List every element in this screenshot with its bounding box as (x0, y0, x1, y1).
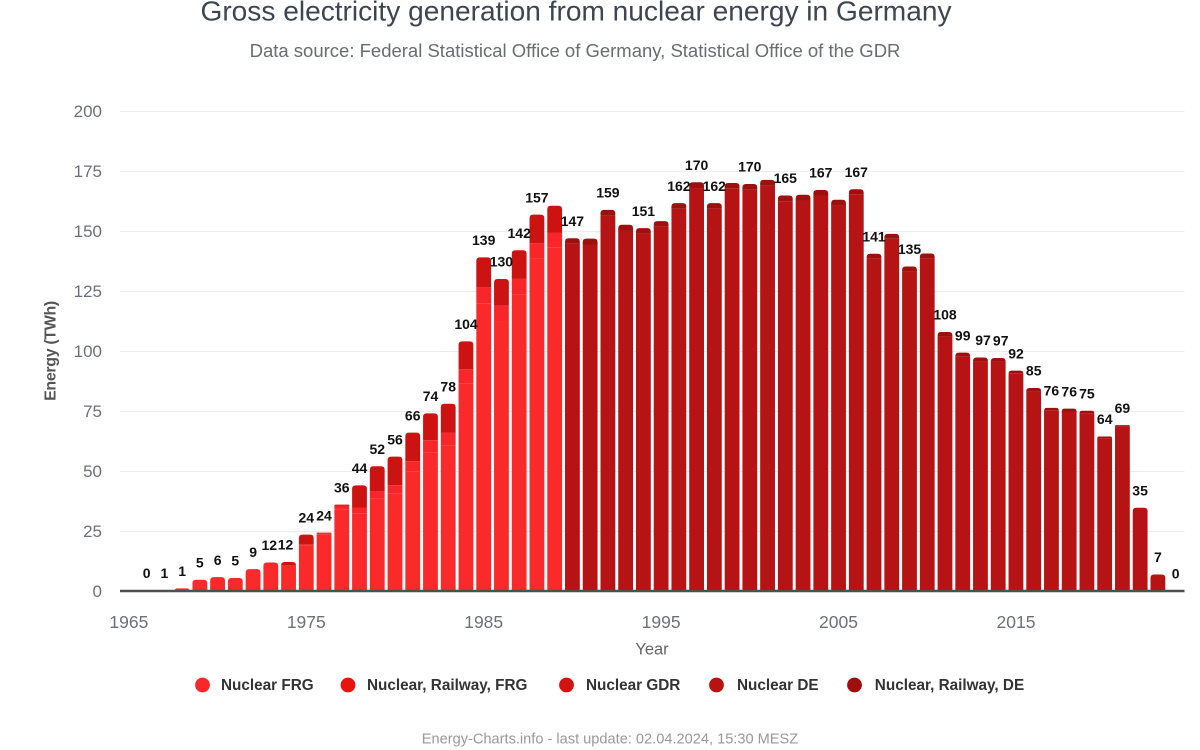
svg-text:Energy (TWh): Energy (TWh) (43, 301, 60, 401)
svg-text:5: 5 (196, 554, 204, 570)
svg-text:167: 167 (845, 164, 869, 180)
svg-text:5: 5 (231, 553, 239, 569)
svg-text:12: 12 (278, 537, 294, 553)
svg-text:56: 56 (387, 431, 403, 447)
svg-text:92: 92 (1008, 345, 1024, 361)
svg-text:100: 100 (74, 342, 102, 361)
svg-text:24: 24 (299, 509, 315, 525)
svg-text:Nuclear FRG: Nuclear FRG (221, 677, 314, 694)
svg-text:64: 64 (1097, 411, 1113, 427)
svg-text:0: 0 (93, 582, 102, 601)
svg-text:7: 7 (1154, 549, 1162, 565)
svg-text:6: 6 (214, 552, 222, 568)
svg-text:150: 150 (74, 222, 102, 241)
svg-text:50: 50 (83, 462, 102, 481)
svg-text:1: 1 (161, 565, 169, 581)
svg-text:141: 141 (862, 229, 886, 245)
svg-text:85: 85 (1026, 363, 1042, 379)
svg-text:66: 66 (405, 407, 421, 423)
svg-text:52: 52 (370, 441, 386, 457)
svg-text:2005: 2005 (819, 612, 858, 632)
svg-text:167: 167 (809, 165, 833, 181)
svg-text:9: 9 (249, 544, 257, 560)
svg-text:104: 104 (454, 316, 478, 332)
svg-text:1: 1 (178, 563, 186, 579)
svg-text:36: 36 (334, 479, 350, 495)
svg-text:Year: Year (635, 641, 669, 659)
svg-text:Nuclear DE: Nuclear DE (737, 677, 819, 694)
svg-text:Nuclear GDR: Nuclear GDR (586, 677, 680, 694)
svg-text:25: 25 (83, 522, 102, 541)
svg-text:139: 139 (472, 232, 496, 248)
svg-text:157: 157 (525, 189, 549, 205)
svg-text:75: 75 (1079, 386, 1095, 402)
svg-text:Nuclear, Railway, DE: Nuclear, Railway, DE (875, 677, 1024, 694)
svg-text:108: 108 (933, 307, 957, 323)
svg-text:162: 162 (703, 178, 727, 194)
svg-text:1965: 1965 (109, 612, 148, 632)
svg-text:147: 147 (561, 213, 585, 229)
svg-text:69: 69 (1115, 400, 1131, 416)
svg-text:97: 97 (993, 333, 1009, 349)
svg-text:78: 78 (440, 379, 456, 395)
svg-text:1975: 1975 (287, 612, 326, 632)
svg-text:24: 24 (316, 507, 332, 523)
svg-text:Energy-Charts.info - last upda: Energy-Charts.info - last update: 02.04.… (422, 731, 798, 747)
svg-text:1995: 1995 (642, 612, 681, 632)
svg-text:Nuclear, Railway, FRG: Nuclear, Railway, FRG (367, 677, 527, 694)
svg-text:170: 170 (738, 159, 762, 175)
svg-text:165: 165 (774, 170, 798, 186)
svg-text:0: 0 (143, 565, 151, 581)
svg-text:142: 142 (508, 225, 532, 241)
svg-text:125: 125 (74, 282, 102, 301)
svg-text:99: 99 (955, 327, 971, 343)
svg-text:12: 12 (262, 537, 278, 553)
svg-text:75: 75 (83, 402, 102, 421)
svg-text:200: 200 (74, 102, 102, 121)
svg-text:162: 162 (667, 178, 691, 194)
svg-text:44: 44 (352, 460, 368, 476)
svg-text:2015: 2015 (997, 612, 1036, 632)
svg-text:175: 175 (74, 162, 102, 181)
svg-text:76: 76 (1044, 383, 1060, 399)
svg-text:151: 151 (632, 203, 656, 219)
svg-text:Gross electricity generation f: Gross electricity generation from nuclea… (200, 0, 951, 27)
svg-text:170: 170 (685, 157, 709, 173)
svg-text:97: 97 (975, 332, 991, 348)
svg-text:1985: 1985 (464, 612, 503, 632)
svg-text:35: 35 (1132, 482, 1148, 498)
svg-text:Data source: Federal Statistic: Data source: Federal Statistical Office … (250, 40, 901, 61)
svg-text:76: 76 (1061, 383, 1077, 399)
svg-text:135: 135 (898, 241, 922, 257)
svg-text:159: 159 (596, 185, 620, 201)
svg-text:130: 130 (490, 254, 514, 270)
svg-text:74: 74 (423, 388, 439, 404)
svg-text:0: 0 (1172, 566, 1180, 582)
